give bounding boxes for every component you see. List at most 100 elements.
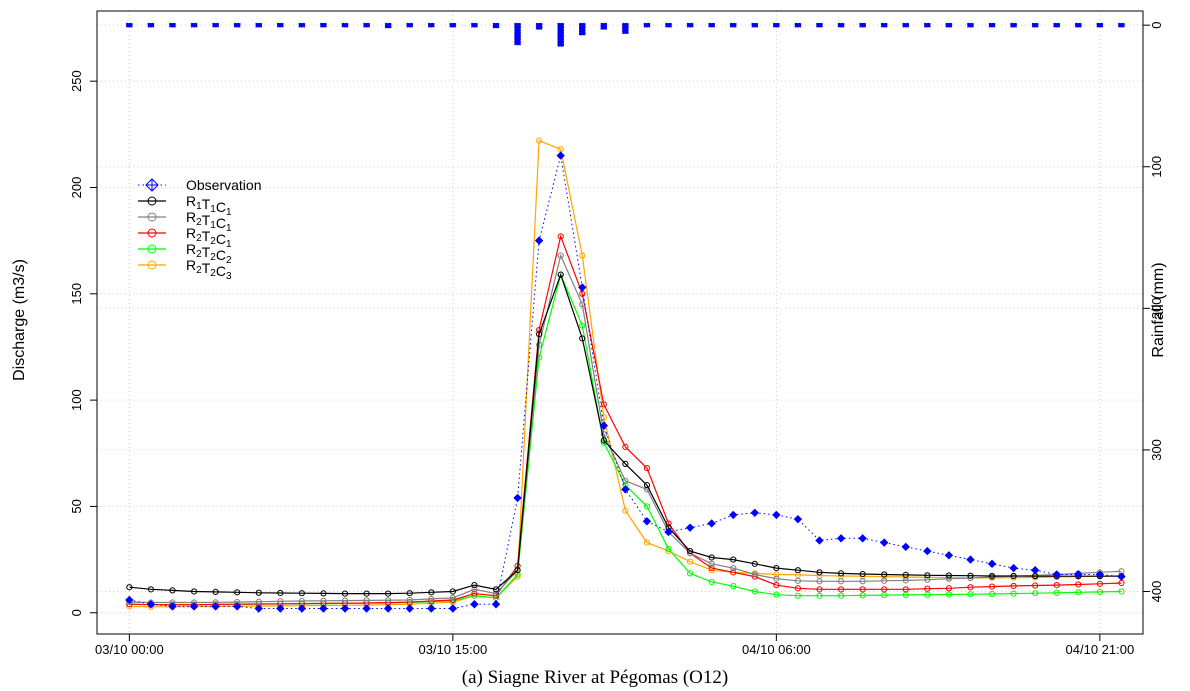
legend-label-r2t2c2: R2T2C2 <box>186 241 232 266</box>
series-point-r2t2c1 <box>816 586 823 593</box>
series-point-r2t1c1 <box>924 576 931 583</box>
series-point-r2t2c2 <box>988 590 996 598</box>
y2-tick-label: 0 <box>1149 22 1164 29</box>
series-point-r2t1c1 <box>471 586 478 593</box>
series-point-r2t2c2 <box>773 591 780 598</box>
series-point-r1t1c1 <box>363 590 370 597</box>
series-point-r1t1c1 <box>320 590 327 597</box>
x-tick-label: 04/10 21:00 <box>1066 642 1135 657</box>
legend-marker-r1t1c1 <box>147 196 157 206</box>
series-line-r2t2c2 <box>129 272 1122 606</box>
observation-point <box>491 600 501 609</box>
series-point-r1t1c1 <box>622 460 629 467</box>
series-point-r1t1c1 <box>967 572 974 579</box>
series-point-r2t2c1 <box>794 585 802 592</box>
series-point-r2t2c2 <box>730 583 737 590</box>
series-point-r2t2c1 <box>622 443 629 450</box>
observation-point <box>966 555 975 564</box>
series-point-r2t2c1 <box>1096 580 1103 587</box>
observation-point <box>944 551 954 560</box>
series-point-r2t2c1 <box>967 584 974 591</box>
rainfall-bar <box>384 22 392 29</box>
observation-point <box>621 485 630 494</box>
series-point-r2t2c1 <box>1075 581 1082 588</box>
series-point-r2t2c2 <box>924 591 931 598</box>
rainfall-bar <box>902 22 910 28</box>
series-point-r1t1c1 <box>126 584 133 591</box>
rainfall-bar <box>406 22 413 28</box>
rainfall-bar <box>794 22 802 28</box>
observation-point <box>470 600 479 609</box>
series-point-r2t1c1 <box>794 577 802 584</box>
series-point-r2t2c1 <box>881 586 888 593</box>
observation-point <box>168 602 177 611</box>
rainfall-bar <box>859 22 866 28</box>
series-point-r2t1c1 <box>320 597 327 604</box>
legend-marker-r2t2c3 <box>147 260 157 270</box>
observation-point <box>578 283 587 292</box>
rainfall-bar <box>729 22 737 28</box>
series-point-r2t2c2 <box>708 578 715 586</box>
series-point-r1t1c1 <box>471 581 478 589</box>
observation-point <box>599 421 609 430</box>
series-point-r2t2c3 <box>794 571 802 578</box>
y2-tick-label: 300 <box>1149 439 1164 461</box>
series-point-r2t2c1 <box>557 233 564 240</box>
series-point-r2t2c1 <box>945 585 952 592</box>
observation-point <box>1117 572 1126 581</box>
series-point-r2t2c3 <box>773 571 780 578</box>
observation-point <box>1052 570 1061 579</box>
series-point-r2t1c1 <box>881 577 888 584</box>
series-point-r2t2c2 <box>859 592 866 599</box>
observation-point <box>383 604 393 613</box>
series-point-r1t1c1 <box>1010 572 1017 580</box>
observation-point <box>1030 566 1040 575</box>
y2-tick-label: 200 <box>1149 297 1164 319</box>
observation-point <box>1095 570 1105 579</box>
rainfall-bar <box>320 22 327 28</box>
series-point-r2t2c1 <box>643 465 651 472</box>
series-point-r2t2c3 <box>622 507 629 514</box>
rainfall-bar <box>277 22 284 28</box>
observation-point <box>923 546 932 556</box>
series-line-r1t1c1 <box>129 272 1122 595</box>
series-line-r2t2c1 <box>129 234 1122 606</box>
series-point-r2t2c1 <box>773 581 780 589</box>
series-point-r2t2c1 <box>837 586 845 593</box>
rainfall-bar <box>600 22 608 30</box>
series-point-r2t1c1 <box>773 575 780 582</box>
observation-point <box>707 519 716 528</box>
legend-label-observation: Observation <box>186 177 261 193</box>
rainfall-bar <box>1010 22 1017 28</box>
series-point-r1t1c1 <box>169 587 176 594</box>
rainfall-bar <box>773 22 780 28</box>
series-point-r2t2c2 <box>881 591 888 599</box>
series-point-r2t2c2 <box>816 592 823 599</box>
rainfall-bar <box>298 22 306 28</box>
observation-line <box>129 155 1122 609</box>
legend: ObservationR1T1C1R2T1C1R2T2C1R2T2C2R2T2C… <box>138 177 261 282</box>
y2-tick-label: 400 <box>1149 581 1164 603</box>
series-point-r1t1c1 <box>212 588 219 595</box>
series-point-r2t1c1 <box>708 560 715 567</box>
series-point-r2t1c1 <box>557 252 564 259</box>
observation-point <box>685 523 695 532</box>
series-point-r1t1c1 <box>600 437 607 444</box>
legend-marker-r2t2c2 <box>147 244 157 254</box>
series-point-r2t2c2 <box>1032 590 1039 597</box>
x-tick-label: 04/10 06:00 <box>742 642 811 657</box>
rainfall-bar <box>190 22 198 28</box>
y2-axis-label: Rainfall (mm) <box>1150 262 1167 357</box>
rainfall-bar <box>816 22 823 28</box>
series-point-r2t2c2 <box>945 591 952 598</box>
rainfall-bar <box>212 22 219 28</box>
rainfall-bar <box>535 22 543 30</box>
series-point-r1t1c1 <box>924 572 931 579</box>
observation-point <box>340 604 350 613</box>
rainfall-bar <box>924 22 931 28</box>
observation-point <box>750 508 760 518</box>
rainfall-bar <box>363 22 370 28</box>
rainfall-bar <box>622 22 629 34</box>
series-point-r2t2c1 <box>600 401 607 408</box>
series-point-r2t1c1 <box>341 597 349 604</box>
